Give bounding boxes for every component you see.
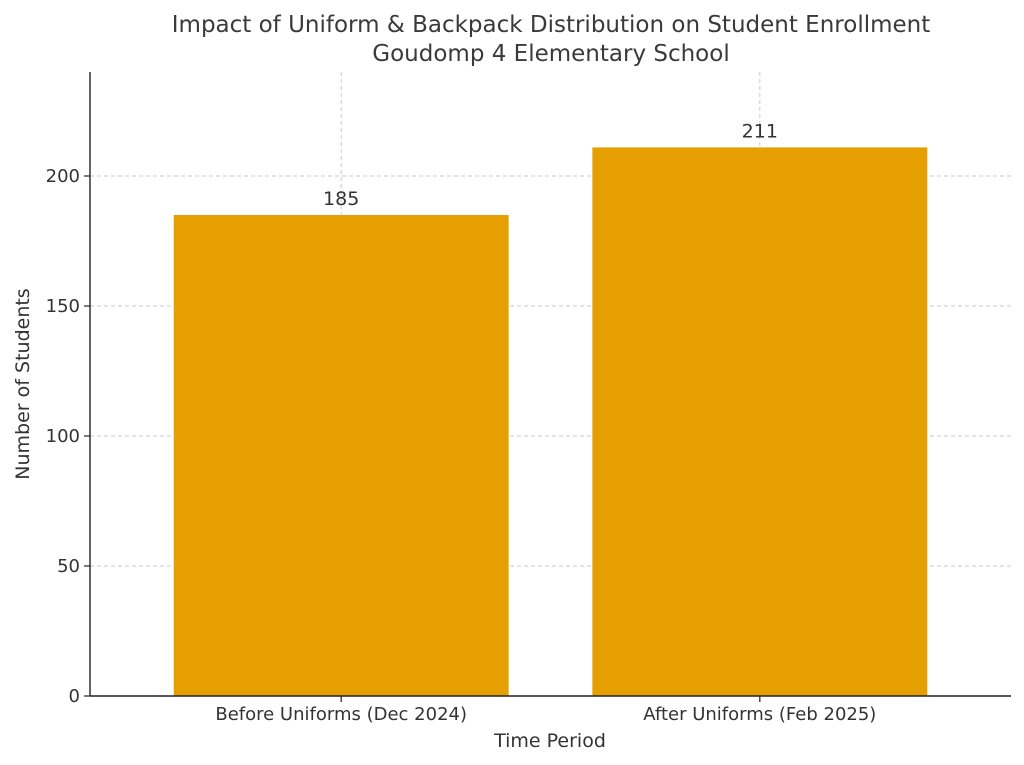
x-tick-label: After Uniforms (Feb 2025) <box>643 704 876 725</box>
bar-value-label: 211 <box>742 120 778 142</box>
x-ticks: Before Uniforms (Dec 2024) After Uniforms… <box>215 696 876 725</box>
bar <box>592 147 928 696</box>
y-tick-label: 100 <box>46 426 80 447</box>
data-labels: 185 211 <box>323 120 778 210</box>
bar <box>173 215 509 696</box>
y-tick-label: 50 <box>57 556 80 577</box>
x-tick-label: Before Uniforms (Dec 2024) <box>215 704 467 725</box>
x-axis-label: Time Period <box>493 730 606 752</box>
y-tick-label: 200 <box>46 166 80 187</box>
y-axis-label: Number of Students <box>12 288 34 479</box>
bars <box>173 147 928 696</box>
bar-value-label: 185 <box>323 188 359 210</box>
y-ticks: 0 50 100 150 200 <box>46 166 90 707</box>
chart-title: Impact of Uniform & Backpack Distributio… <box>172 12 931 38</box>
y-tick-label: 150 <box>46 296 80 317</box>
chart-subtitle: Goudomp 4 Elementary School <box>372 41 729 67</box>
y-tick-label: 0 <box>69 686 80 707</box>
